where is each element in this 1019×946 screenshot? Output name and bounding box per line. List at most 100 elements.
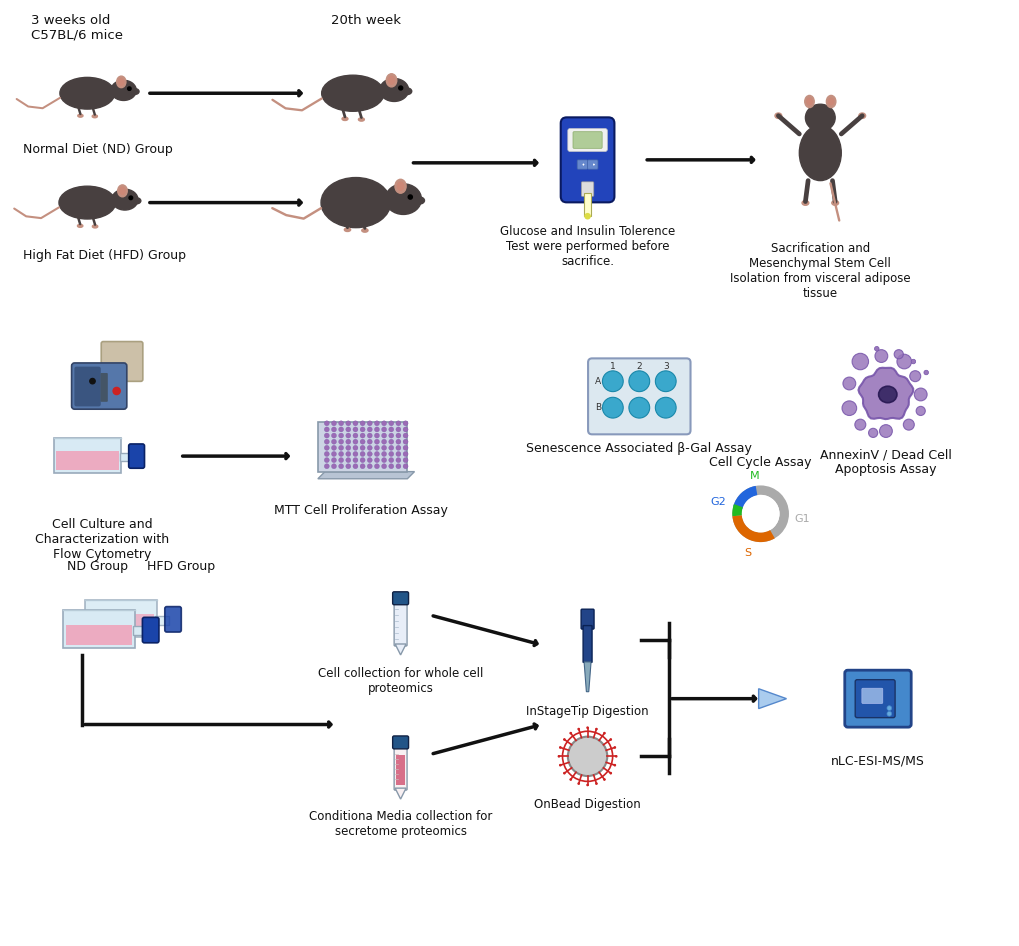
Circle shape (395, 464, 400, 469)
Circle shape (408, 195, 412, 199)
Circle shape (360, 446, 365, 450)
Circle shape (842, 401, 856, 415)
Circle shape (324, 464, 329, 469)
Text: OnBead Digestion: OnBead Digestion (534, 798, 640, 811)
Ellipse shape (77, 224, 83, 227)
Circle shape (345, 464, 351, 469)
Text: Cell Cycle Assay: Cell Cycle Assay (708, 456, 811, 469)
Circle shape (331, 464, 336, 469)
Ellipse shape (77, 114, 83, 117)
FancyBboxPatch shape (74, 367, 101, 407)
Ellipse shape (877, 386, 896, 403)
Circle shape (558, 746, 561, 749)
FancyBboxPatch shape (393, 745, 407, 790)
Ellipse shape (655, 371, 676, 392)
Circle shape (558, 763, 561, 766)
Circle shape (388, 451, 393, 457)
Ellipse shape (362, 229, 368, 232)
Text: MTT Cell Proliferation Assay: MTT Cell Proliferation Assay (274, 504, 447, 517)
Circle shape (910, 359, 915, 364)
Circle shape (388, 464, 393, 469)
Circle shape (345, 433, 351, 438)
Circle shape (854, 419, 865, 430)
Polygon shape (318, 422, 407, 472)
Circle shape (608, 772, 611, 775)
FancyBboxPatch shape (583, 625, 591, 662)
Circle shape (353, 427, 358, 432)
Ellipse shape (394, 180, 406, 193)
Ellipse shape (825, 96, 835, 108)
Ellipse shape (806, 98, 811, 105)
Circle shape (360, 427, 365, 432)
Text: S: S (743, 548, 750, 558)
Ellipse shape (92, 114, 97, 117)
Text: ND Group: ND Group (67, 560, 128, 573)
Ellipse shape (830, 201, 838, 205)
Circle shape (395, 427, 400, 432)
Circle shape (923, 370, 927, 375)
Text: AnnexinV / Dead Cell
Apoptosis Assay: AnnexinV / Dead Cell Apoptosis Assay (819, 448, 951, 476)
Circle shape (403, 421, 408, 426)
Circle shape (395, 433, 400, 438)
Circle shape (367, 458, 372, 463)
Circle shape (367, 421, 372, 426)
FancyBboxPatch shape (584, 193, 590, 217)
Circle shape (360, 421, 365, 426)
Circle shape (584, 214, 590, 219)
Circle shape (331, 439, 336, 445)
FancyBboxPatch shape (71, 363, 126, 410)
Text: Cell collection for whole cell
proteomics: Cell collection for whole cell proteomic… (318, 667, 483, 695)
Ellipse shape (130, 89, 139, 95)
Circle shape (374, 451, 379, 457)
Circle shape (324, 421, 329, 426)
Circle shape (903, 419, 913, 430)
Circle shape (353, 458, 358, 463)
Polygon shape (54, 437, 121, 473)
Circle shape (741, 495, 779, 533)
FancyBboxPatch shape (861, 689, 881, 704)
Circle shape (403, 427, 408, 432)
Ellipse shape (59, 186, 115, 219)
Ellipse shape (385, 184, 421, 215)
Circle shape (331, 427, 336, 432)
Circle shape (557, 755, 559, 758)
Circle shape (367, 433, 372, 438)
Text: A: A (594, 377, 600, 386)
Circle shape (324, 433, 329, 438)
Circle shape (381, 421, 386, 426)
Polygon shape (88, 614, 154, 635)
Text: 3 weeks old
C57BL/6 mice: 3 weeks old C57BL/6 mice (31, 13, 122, 42)
Circle shape (887, 706, 891, 710)
Text: G1: G1 (794, 515, 809, 524)
Circle shape (367, 439, 372, 445)
Circle shape (403, 433, 408, 438)
Ellipse shape (602, 397, 623, 418)
Text: 20th week: 20th week (330, 13, 400, 26)
Circle shape (374, 458, 379, 463)
FancyBboxPatch shape (392, 592, 409, 604)
Circle shape (374, 427, 379, 432)
Ellipse shape (132, 198, 141, 203)
Circle shape (381, 451, 386, 457)
Circle shape (345, 451, 351, 457)
Polygon shape (318, 472, 414, 479)
FancyBboxPatch shape (844, 670, 910, 727)
Wedge shape (732, 485, 789, 542)
Ellipse shape (655, 397, 676, 418)
Circle shape (338, 433, 343, 438)
Circle shape (586, 783, 588, 786)
Text: Normal Diet (ND) Group: Normal Diet (ND) Group (22, 143, 172, 156)
Circle shape (851, 353, 868, 370)
Circle shape (612, 746, 615, 749)
Ellipse shape (827, 98, 833, 105)
FancyBboxPatch shape (100, 373, 108, 402)
Polygon shape (65, 624, 131, 645)
Ellipse shape (341, 117, 347, 120)
Circle shape (608, 738, 611, 741)
Ellipse shape (116, 76, 125, 88)
FancyBboxPatch shape (392, 736, 409, 749)
Ellipse shape (111, 80, 137, 100)
Circle shape (381, 458, 386, 463)
FancyBboxPatch shape (568, 129, 606, 151)
Circle shape (381, 446, 386, 450)
